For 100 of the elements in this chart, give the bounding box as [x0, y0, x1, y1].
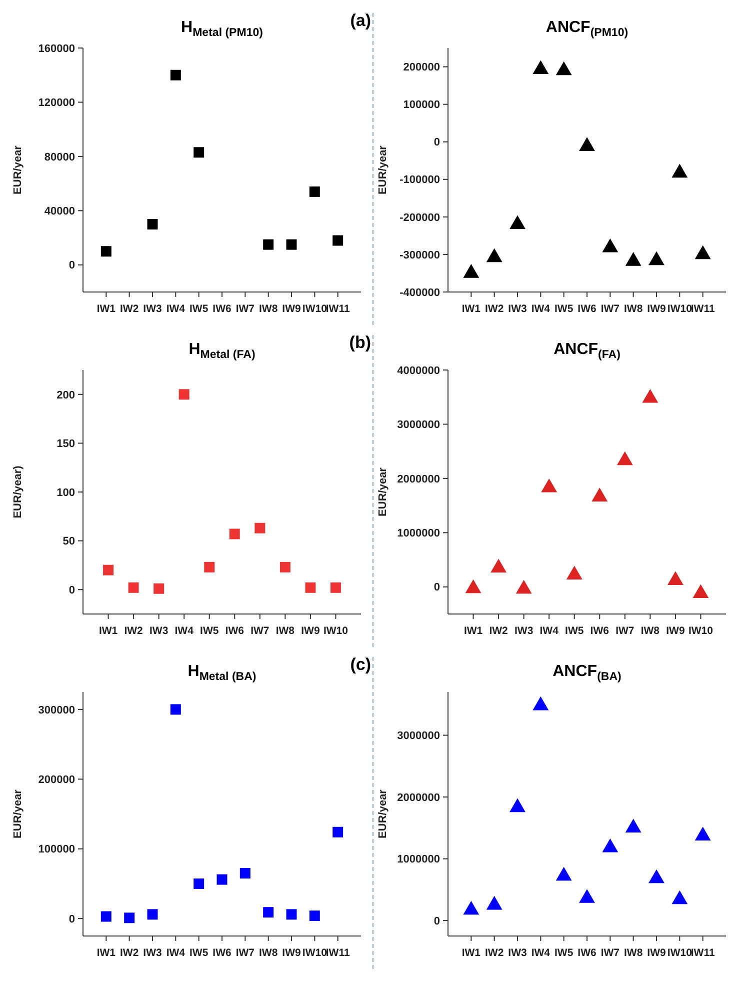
y-axis-title: EUR/year: [377, 788, 389, 838]
x-tick-label: IW4: [531, 947, 550, 959]
y-tick-label: 200000: [403, 62, 440, 74]
point: [286, 239, 297, 250]
point: [263, 239, 274, 250]
x-tick-label: IW2: [124, 625, 144, 637]
y-tick-label: -300000: [400, 249, 440, 262]
point: [100, 911, 112, 922]
point: [532, 696, 549, 710]
y-tick-label: 0: [434, 915, 440, 928]
y-tick-label: 200000: [38, 774, 75, 786]
x-tick-label: IW9: [647, 947, 666, 959]
y-tick-label: 0: [68, 584, 75, 596]
x-tick-label: IW4: [166, 947, 186, 959]
point: [486, 896, 502, 910]
point: [204, 562, 215, 572]
x-tick-label: IW9: [647, 303, 666, 315]
y-tick-label: 1000000: [397, 854, 440, 866]
point: [128, 582, 139, 593]
x-tick-label: IW8: [624, 303, 643, 315]
point: [254, 522, 266, 534]
point: [332, 235, 344, 246]
point: [486, 248, 502, 262]
text: (c): [350, 655, 371, 674]
x-tick-label: IW10: [688, 625, 714, 637]
x-tick-label: IW1: [98, 625, 118, 637]
x-tick-label: IW5: [189, 303, 208, 315]
y-tick-label: 50: [62, 536, 75, 548]
y-tick-label: 200: [56, 389, 75, 402]
y-tick-label: 300000: [38, 704, 75, 716]
point: [305, 582, 316, 593]
point: [541, 478, 558, 492]
chart-title: H$_{Metal (BA)}$: [188, 663, 256, 683]
x-tick-label: IW3: [149, 625, 168, 637]
x-tick-label: IW8: [640, 625, 660, 637]
point: [625, 818, 642, 832]
y-tick-label: 100000: [38, 844, 75, 856]
point: [648, 251, 664, 266]
x-tick-label: IW8: [258, 947, 278, 959]
x-tick-label: IW11: [326, 303, 350, 315]
point: [194, 878, 204, 889]
point: [309, 910, 320, 922]
point: [229, 528, 240, 540]
x-tick-label: IW7: [236, 303, 255, 315]
point: [280, 562, 290, 572]
x-tick-label: IW9: [282, 303, 301, 315]
x-tick-label: IW9: [666, 625, 685, 637]
x-tick-label: IW7: [616, 625, 634, 637]
y-tick-label: 40000: [44, 206, 75, 218]
x-tick-label: IW4: [540, 625, 559, 637]
point: [602, 238, 618, 252]
y-tick-label: 80000: [44, 151, 75, 164]
y-tick-label: 2000000: [397, 473, 440, 486]
point: [194, 147, 204, 158]
x-tick-label: IW1: [462, 947, 481, 959]
x-tick-label: IW1: [96, 947, 116, 959]
point: [648, 869, 664, 884]
point: [103, 564, 114, 576]
point: [694, 826, 711, 841]
y-tick-label: 0: [68, 260, 75, 272]
x-tick-label: IW1: [462, 303, 481, 315]
point: [667, 571, 684, 585]
x-tick-label: IW2: [120, 947, 139, 959]
point: [566, 566, 582, 580]
x-tick-label: IW5: [200, 625, 219, 637]
x-tick-label: IW5: [189, 947, 208, 959]
x-tick-label: IW6: [578, 947, 596, 959]
x-tick-label: IW11: [326, 947, 350, 959]
y-tick-label: -100000: [400, 174, 440, 186]
x-tick-label: IW2: [484, 947, 504, 959]
point: [170, 704, 181, 715]
y-tick-label: 1000000: [397, 528, 440, 540]
y-tick-label: 0: [434, 582, 440, 594]
point: [178, 389, 190, 400]
x-tick-label: IW10: [667, 947, 692, 959]
point: [516, 580, 532, 594]
y-tick-label: 160000: [38, 42, 75, 55]
point: [154, 583, 164, 594]
x-tick-label: IW7: [600, 303, 620, 315]
point: [463, 264, 480, 278]
x-tick-label: IW11: [690, 303, 715, 315]
point: [532, 60, 549, 74]
x-tick-label: IW11: [690, 947, 715, 959]
point: [672, 164, 688, 178]
chart-title: ANCF$_{(PM10)}$: [546, 19, 628, 39]
x-tick-label: IW3: [508, 947, 527, 959]
point: [579, 137, 595, 151]
y-tick-label: 100000: [403, 99, 440, 112]
point: [579, 889, 595, 903]
x-tick-label: IW2: [489, 625, 508, 637]
x-tick-label: IW2: [484, 303, 504, 315]
text: (a): [350, 11, 371, 30]
chart-title: H$_{Metal (PM10)}$: [181, 19, 264, 39]
point: [510, 798, 526, 812]
x-tick-label: IW5: [565, 625, 584, 637]
x-tick-label: IW3: [143, 303, 162, 315]
point: [100, 246, 112, 257]
x-tick-label: IW5: [554, 947, 574, 959]
point: [672, 890, 688, 904]
x-tick-label: IW8: [276, 625, 295, 637]
